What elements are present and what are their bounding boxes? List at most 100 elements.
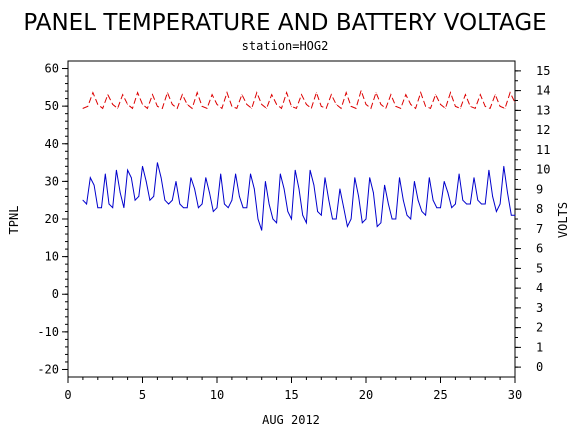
voltage-point	[345, 92, 347, 93]
temperature-point	[253, 188, 255, 190]
temperature-point	[86, 203, 87, 205]
voltage-point	[266, 108, 267, 109]
voltage-point	[320, 106, 322, 107]
voltage-point	[435, 94, 436, 95]
temperature-point	[104, 173, 106, 175]
temperature-point	[287, 211, 289, 212]
temperature-point	[283, 188, 285, 190]
voltage-point	[271, 94, 273, 95]
voltage-point	[420, 92, 422, 93]
temperature-point	[209, 192, 210, 194]
voltage-point	[455, 106, 456, 107]
voltage-point	[306, 104, 307, 105]
temperature-point	[309, 169, 311, 171]
temperature-point	[514, 214, 516, 216]
temperature-point	[395, 218, 397, 220]
voltage-point	[132, 108, 133, 109]
voltage-point	[256, 92, 258, 93]
temperature-point	[399, 177, 400, 179]
voltage-point	[157, 106, 158, 107]
voltage-point	[365, 104, 367, 105]
voltage-point	[350, 106, 352, 107]
temperature-point	[198, 207, 199, 209]
temperature-point	[157, 162, 158, 164]
temperature-point	[466, 203, 467, 205]
temperature-point	[246, 207, 248, 209]
temperature-point	[335, 218, 337, 220]
voltage-point	[499, 106, 501, 107]
voltage-point	[186, 104, 188, 105]
temperature-point	[101, 207, 102, 209]
voltage-point	[474, 108, 476, 109]
y-axis-label-right: VOLTS	[556, 202, 570, 238]
temperature-point	[402, 199, 404, 201]
temperature-point	[250, 173, 251, 175]
voltage-point	[385, 108, 387, 109]
chart-subtitle: station=HOG2	[242, 39, 329, 53]
temperature-point	[127, 169, 128, 171]
y-right-tick-label: 14	[536, 84, 550, 98]
y-right-tick-label: 12	[536, 123, 550, 137]
voltage-point	[291, 106, 292, 107]
voltage-point	[82, 108, 84, 109]
y-right-tick-label: 5	[536, 261, 543, 275]
voltage-point	[201, 106, 203, 107]
voltage-point	[504, 108, 506, 109]
voltage-point	[206, 108, 208, 109]
voltage-point	[236, 108, 238, 109]
temperature-point	[272, 218, 274, 220]
temperature-point	[462, 199, 464, 201]
temperature-point	[492, 196, 493, 197]
y-right-tick-label: 0	[536, 360, 543, 374]
voltage-point	[514, 102, 516, 103]
voltage-point	[330, 94, 332, 95]
voltage-point	[127, 104, 128, 105]
y-right-tick-label: 13	[536, 103, 550, 117]
temperature-point	[350, 218, 352, 220]
x-tick-label: 10	[210, 388, 224, 402]
temperature-point	[339, 188, 341, 190]
y-right-tick-label: 4	[536, 281, 543, 295]
temperature-point	[227, 207, 229, 209]
y-left-tick-label: 60	[45, 62, 59, 76]
temperature-point	[436, 207, 438, 209]
temperature-point	[212, 211, 214, 212]
voltage-point	[261, 104, 263, 105]
tick-marks: 0 5 10 15 20 25 30-20-100102030405060012345678…	[37, 62, 550, 402]
voltage-point	[410, 104, 412, 105]
voltage-point	[226, 92, 228, 93]
y-right-tick-label: 11	[536, 143, 550, 157]
voltage-point	[360, 90, 362, 91]
temperature-point	[175, 181, 177, 182]
y-right-tick-label: 3	[536, 301, 543, 315]
temperature-point	[343, 207, 345, 209]
y-axis-label-left: TPNL	[7, 206, 21, 235]
voltage-point	[509, 92, 511, 93]
temperature-point	[186, 207, 188, 209]
temperature-point	[328, 199, 330, 201]
voltage-point	[479, 94, 481, 95]
temperature-point	[417, 199, 419, 201]
voltage-point	[425, 106, 426, 107]
temperature-point	[347, 226, 348, 227]
voltage-point	[241, 94, 243, 95]
x-tick-label: 30	[508, 388, 522, 402]
voltage-point	[296, 108, 297, 109]
temperature-point	[97, 207, 99, 209]
voltage-point	[484, 106, 486, 107]
temperature-point	[373, 192, 374, 194]
voltage-point	[92, 92, 94, 93]
temperature-point	[153, 196, 155, 197]
temperature-point	[89, 177, 91, 179]
temperature-point	[257, 218, 259, 220]
temperature-point	[369, 177, 371, 179]
temperature-point	[265, 181, 266, 182]
temperature-point	[499, 203, 501, 205]
voltage-point	[191, 108, 193, 109]
y-left-tick-label: 30	[45, 174, 59, 188]
temperature-point	[294, 169, 296, 171]
temperature-point	[432, 199, 434, 201]
voltage-point	[286, 92, 287, 93]
temperature-series-line	[82, 162, 515, 231]
chart-title: PANEL TEMPERATURE AND BATTERY VOLTAGE	[23, 10, 546, 36]
